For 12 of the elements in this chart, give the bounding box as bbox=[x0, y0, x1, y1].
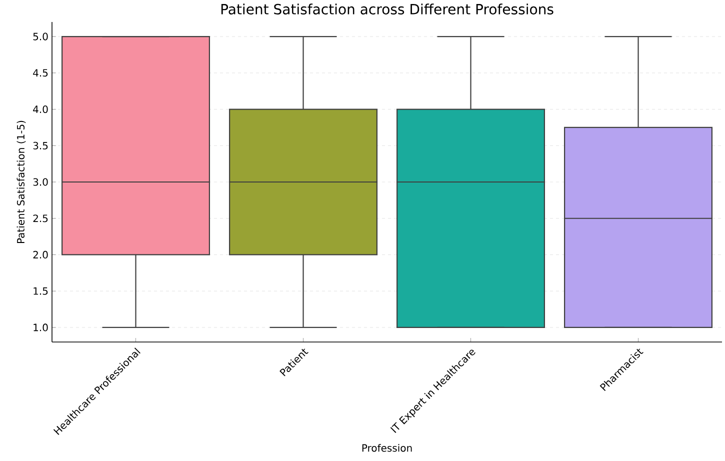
y-tick-label: 4.5 bbox=[33, 69, 48, 77]
y-tick-label: 2.5 bbox=[33, 214, 48, 222]
y-tick-label: 3.0 bbox=[33, 178, 48, 186]
y-tick-label: 1.5 bbox=[34, 287, 48, 295]
x-axis-title: Profession bbox=[362, 444, 412, 452]
y-tick-label: 2.0 bbox=[33, 250, 48, 259]
y-axis-title: Patient Satisfaction (1-5) bbox=[16, 120, 26, 244]
y-tick-label: 1.0 bbox=[34, 324, 48, 332]
y-tick-label: 5.0 bbox=[33, 32, 48, 40]
y-tick-label: 4.0 bbox=[33, 105, 48, 114]
y-tick-label: 3.5 bbox=[33, 142, 48, 150]
chart-title: Patient Satisfaction across Different Professions bbox=[221, 4, 554, 14]
